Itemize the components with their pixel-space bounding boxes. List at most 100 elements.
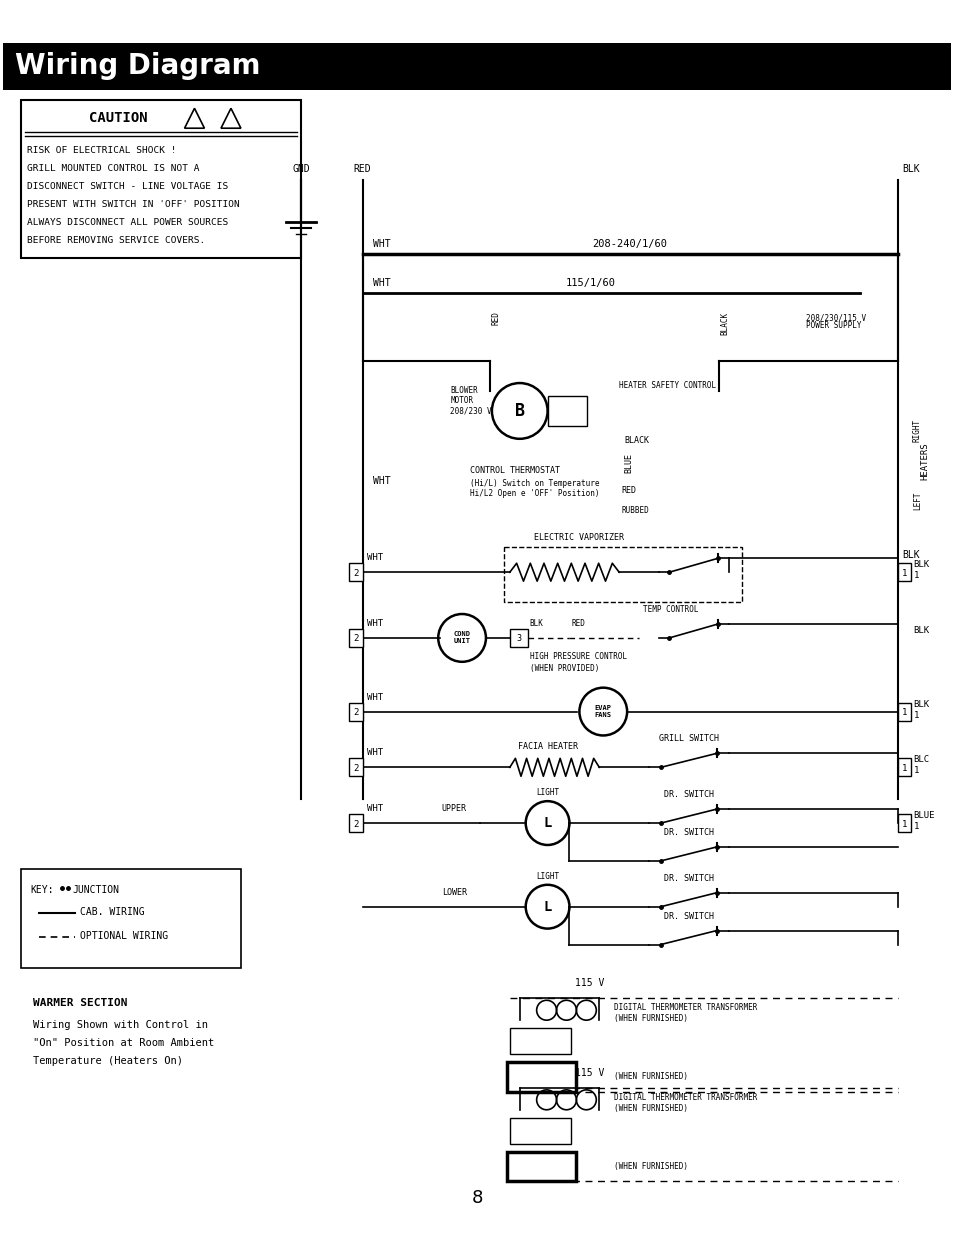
Text: RUBBED: RUBBED	[620, 506, 648, 515]
Text: COND
UNIT: COND UNIT	[453, 631, 470, 645]
Text: BLUE: BLUE	[623, 453, 633, 473]
Text: RED: RED	[492, 311, 500, 325]
Text: "On" Position at Room Ambient: "On" Position at Room Ambient	[32, 1039, 213, 1049]
Text: LIGHT: LIGHT	[536, 872, 558, 881]
Text: 1: 1	[901, 820, 906, 829]
Text: RED: RED	[620, 487, 636, 495]
Text: (WHEN PROVIDED): (WHEN PROVIDED)	[529, 663, 598, 673]
Text: DIGITAL
THERMOMETER: DIGITAL THERMOMETER	[520, 1161, 561, 1172]
Bar	[349, 814, 362, 832]
Text: WHT: WHT	[366, 619, 382, 627]
Text: 208-240/1/60: 208-240/1/60	[592, 238, 667, 248]
Text: 115 V: 115 V	[574, 1068, 603, 1078]
Text: 1: 1	[912, 766, 918, 776]
Text: 7-14
VOLTS: 7-14 VOLTS	[530, 1035, 551, 1047]
Bar	[503, 547, 741, 603]
Text: 2: 2	[353, 635, 358, 643]
Text: PRESENT WITH SWITCH IN 'OFF' POSITION: PRESENT WITH SWITCH IN 'OFF' POSITION	[27, 200, 239, 209]
Text: 115 V: 115 V	[574, 978, 603, 988]
Text: 1: 1	[912, 710, 918, 720]
Text: EVAP
FANS: EVAP FANS	[594, 705, 611, 718]
Text: H2  H1: H2 H1	[552, 410, 575, 415]
Text: (Hi/L) Switch on Temperature: (Hi/L) Switch on Temperature	[470, 479, 598, 488]
Text: HEATERS: HEATERS	[920, 442, 929, 479]
Text: 208/230/115 V: 208/230/115 V	[805, 314, 865, 322]
Text: BLUE: BLUE	[912, 811, 934, 820]
Text: DR. SWITCH: DR. SWITCH	[663, 790, 713, 799]
Text: Hi/L2 Open e 'OFF' Position): Hi/L2 Open e 'OFF' Position)	[470, 489, 598, 498]
Text: (WHEN FURNISHED): (WHEN FURNISHED)	[614, 1104, 687, 1113]
Text: B: B	[515, 401, 524, 420]
Text: RED: RED	[571, 619, 585, 627]
Text: CONTROL THERMOSTAT: CONTROL THERMOSTAT	[470, 466, 559, 474]
Text: WHT: WHT	[373, 238, 390, 248]
Text: BLACK: BLACK	[623, 436, 648, 446]
Bar	[897, 814, 910, 832]
Text: 2: 2	[353, 708, 358, 718]
Text: HEATER SAFETY CONTROL: HEATER SAFETY CONTROL	[618, 382, 716, 390]
Text: FACIA HEATER: FACIA HEATER	[517, 742, 577, 751]
Text: BEFORE REMOVING SERVICE COVERS.: BEFORE REMOVING SERVICE COVERS.	[27, 236, 205, 245]
Text: LIGHT: LIGHT	[536, 788, 558, 798]
Text: 1: 1	[912, 571, 918, 580]
Text: L: L	[543, 816, 551, 830]
Bar	[506, 1151, 576, 1182]
Text: CAUTION: CAUTION	[90, 111, 148, 125]
Text: JUNCTION: JUNCTION	[72, 884, 119, 895]
Text: 7-14
VOLTS: 7-14 VOLTS	[530, 1124, 551, 1137]
Text: 1: 1	[901, 568, 906, 578]
Text: L2  L1: L2 L1	[552, 399, 575, 404]
Text: BLC: BLC	[912, 756, 928, 764]
Bar	[349, 703, 362, 720]
Text: WHT: WHT	[373, 475, 390, 485]
Bar	[509, 1029, 571, 1053]
Text: WHT: WHT	[373, 278, 390, 289]
Text: 115/1/60: 115/1/60	[565, 278, 615, 289]
Bar	[349, 563, 362, 582]
Text: 2: 2	[353, 820, 358, 829]
Text: WARMER SECTION: WARMER SECTION	[32, 998, 127, 1008]
Text: DIGITAL THERMOMETER TRANSFORMER: DIGITAL THERMOMETER TRANSFORMER	[614, 1093, 757, 1102]
Text: RED: RED	[354, 164, 371, 174]
Bar	[897, 758, 910, 777]
Text: Temperature (Heaters On): Temperature (Heaters On)	[32, 1056, 182, 1066]
Bar	[21, 869, 241, 968]
Text: LOWER: LOWER	[441, 888, 466, 897]
Text: WHT: WHT	[366, 804, 382, 813]
Text: DIGITAL THERMOMETER TRANSFORMER: DIGITAL THERMOMETER TRANSFORMER	[614, 1003, 757, 1013]
Text: BLK: BLK	[902, 164, 919, 174]
Text: BLK: BLK	[912, 561, 928, 569]
Text: 1: 1	[901, 763, 906, 773]
Bar	[897, 563, 910, 582]
Text: 2: 2	[353, 568, 358, 578]
Text: TEMP CONTROL: TEMP CONTROL	[642, 605, 698, 614]
Text: HIGH PRESSURE CONTROL: HIGH PRESSURE CONTROL	[529, 652, 626, 661]
Text: GND: GND	[292, 164, 310, 174]
Text: WHT: WHT	[366, 748, 382, 757]
Bar	[349, 758, 362, 777]
Bar	[349, 629, 362, 647]
Text: POWER SUPPLY: POWER SUPPLY	[805, 321, 861, 330]
Text: 2: 2	[353, 763, 358, 773]
Text: CAB. WIRING: CAB. WIRING	[80, 906, 145, 916]
Text: OPTIONAL WIRING: OPTIONAL WIRING	[80, 931, 169, 941]
Bar	[509, 1118, 571, 1144]
Text: ALWAYS DISCONNECT ALL POWER SOURCES: ALWAYS DISCONNECT ALL POWER SOURCES	[27, 217, 228, 227]
Text: KEY:: KEY:	[30, 884, 54, 895]
Text: 3: 3	[516, 635, 520, 643]
Bar	[21, 100, 301, 258]
Text: DR. SWITCH: DR. SWITCH	[663, 827, 713, 837]
Text: BLACK: BLACK	[720, 311, 729, 335]
Text: DISCONNECT SWITCH - LINE VOLTAGE IS: DISCONNECT SWITCH - LINE VOLTAGE IS	[27, 182, 228, 191]
Text: WHT: WHT	[366, 693, 382, 701]
Bar	[3, 42, 950, 90]
Text: BLOWER
MOTOR
208/230 V: BLOWER MOTOR 208/230 V	[450, 387, 491, 416]
Text: (WHEN FURNISHED): (WHEN FURNISHED)	[614, 1162, 687, 1171]
Text: DR. SWITCH: DR. SWITCH	[663, 874, 713, 883]
Text: RIGHT: RIGHT	[912, 419, 921, 442]
Text: 8: 8	[471, 1189, 482, 1208]
Text: GRILL MOUNTED CONTROL IS NOT A: GRILL MOUNTED CONTROL IS NOT A	[27, 164, 199, 173]
Text: (WHEN FURNISHED): (WHEN FURNISHED)	[614, 1072, 687, 1081]
Text: BLK: BLK	[912, 699, 928, 709]
Text: DIGITAL
THERMOMETER: DIGITAL THERMOMETER	[520, 1072, 561, 1082]
